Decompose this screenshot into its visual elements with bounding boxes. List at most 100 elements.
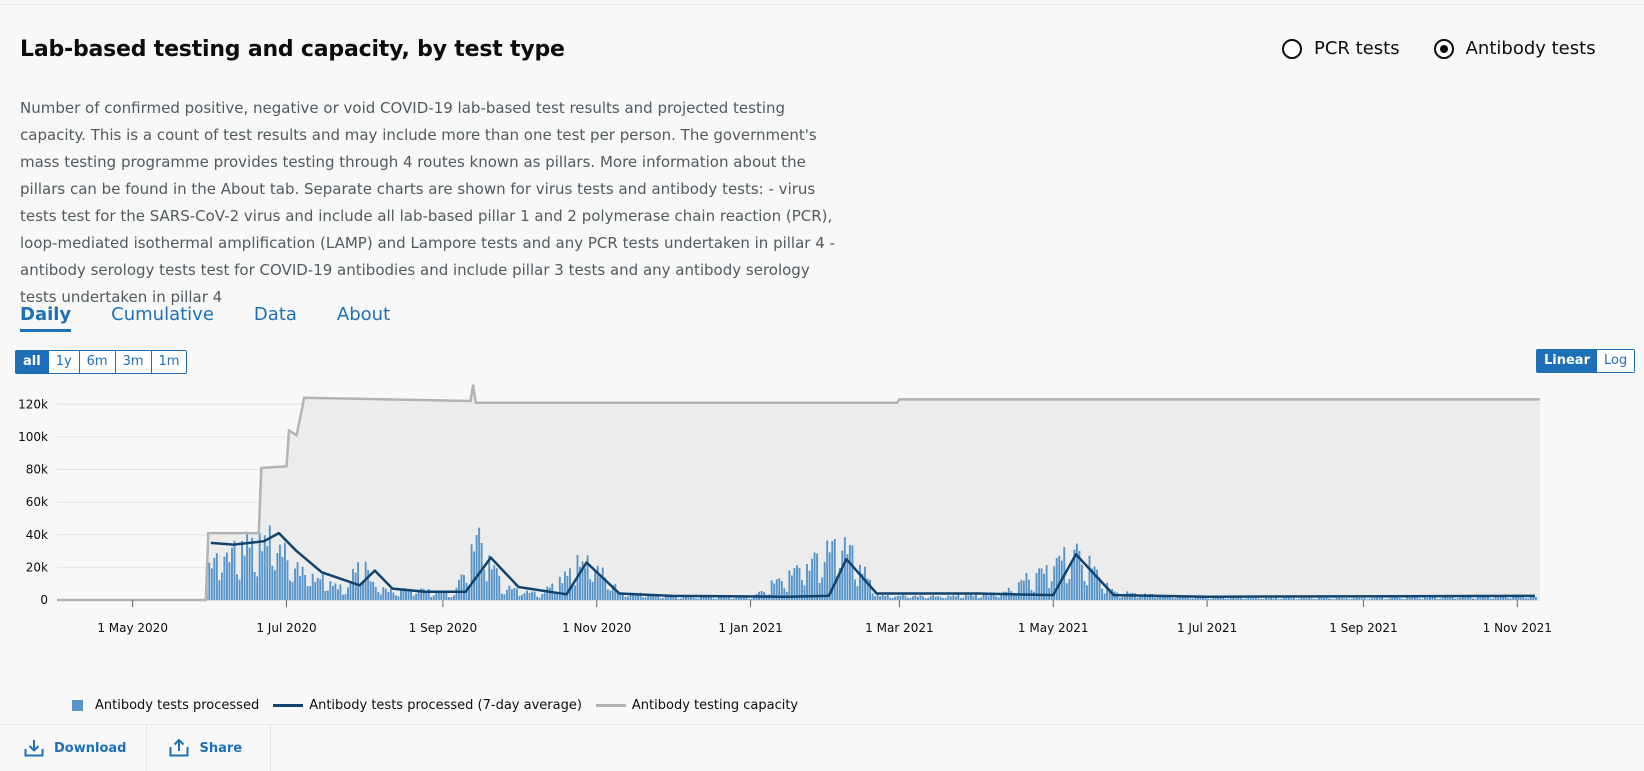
daily-bar — [732, 598, 735, 600]
daily-bar — [1313, 598, 1315, 600]
daily-bar — [1358, 597, 1361, 600]
share-button[interactable]: Share — [146, 725, 272, 771]
daily-bar — [493, 565, 496, 600]
daily-bar — [536, 596, 539, 600]
radio-pcr-tests[interactable]: PCR tests — [1282, 38, 1400, 59]
scale-linear-button[interactable]: Linear — [1537, 350, 1597, 372]
daily-bar — [594, 570, 597, 600]
daily-bar — [1459, 597, 1462, 600]
range-1m-button[interactable]: 1m — [150, 351, 187, 373]
radio-antibody-tests[interactable]: Antibody tests — [1433, 38, 1596, 59]
daily-bar — [1348, 599, 1351, 600]
tab-about[interactable]: About — [336, 304, 391, 325]
daily-bar — [1270, 597, 1273, 600]
daily-bar — [1229, 598, 1232, 600]
daily-bar — [571, 584, 574, 600]
daily-bar — [1499, 596, 1502, 600]
daily-bar — [1340, 598, 1343, 600]
daily-bar — [581, 561, 584, 600]
daily-bar — [1050, 581, 1053, 600]
daily-bar — [1012, 593, 1015, 600]
daily-bar — [677, 598, 680, 600]
daily-bar — [1207, 598, 1209, 600]
daily-bar — [891, 597, 894, 600]
legend-item-capacity[interactable]: Antibody testing capacity — [595, 698, 798, 713]
daily-bar — [780, 581, 783, 600]
daily-bar — [720, 596, 723, 600]
daily-bar — [649, 595, 652, 600]
daily-bar — [225, 552, 228, 600]
daily-bar — [253, 572, 256, 600]
x-tick-label: 1 Sep 2020 — [409, 621, 477, 635]
daily-bar — [795, 565, 798, 600]
range-3m-button[interactable]: 3m — [114, 351, 151, 373]
daily-bar — [823, 561, 826, 600]
daily-bar — [924, 598, 927, 600]
daily-bar — [347, 587, 349, 600]
tab-cumulative[interactable]: Cumulative — [111, 304, 214, 325]
daily-bar — [367, 570, 370, 600]
daily-bar — [1186, 596, 1189, 600]
tab-data[interactable]: Data — [253, 304, 297, 325]
daily-bar — [263, 535, 266, 600]
daily-bar — [1393, 597, 1396, 600]
daily-bar — [1244, 598, 1247, 600]
daily-bar — [871, 593, 874, 600]
daily-bar — [1509, 598, 1512, 600]
daily-bar — [919, 595, 922, 600]
daily-bar — [309, 586, 312, 600]
daily-bar — [561, 583, 564, 600]
daily-bar — [1376, 597, 1378, 600]
daily-bar — [1260, 599, 1262, 600]
daily-bar — [1497, 597, 1500, 600]
daily-bar — [1471, 598, 1474, 600]
time-range-selector: all 1y 6m 3m 1m — [15, 350, 188, 374]
daily-bar — [626, 596, 629, 600]
daily-bar — [1209, 598, 1212, 600]
scale-log-button[interactable]: Log — [1597, 350, 1635, 372]
daily-bar — [405, 588, 407, 600]
daily-bar — [268, 525, 271, 600]
daily-bar — [1307, 597, 1310, 600]
daily-bar — [233, 540, 236, 600]
daily-bar — [1360, 598, 1363, 600]
y-axis-labels: 0 20k 40k 60k 80k 100k 120k — [18, 397, 48, 607]
daily-bar — [982, 593, 985, 600]
daily-bar — [447, 597, 450, 600]
daily-bar — [929, 596, 932, 600]
tab-daily[interactable]: Daily — [20, 304, 72, 332]
daily-bar — [1474, 598, 1477, 600]
daily-bar — [725, 597, 728, 600]
range-all-button[interactable]: all — [16, 351, 48, 373]
daily-bar — [387, 591, 390, 600]
daily-bar — [1534, 596, 1537, 600]
legend-item-bars[interactable]: Antibody tests processed — [72, 698, 259, 713]
legend-swatch-average — [273, 704, 304, 707]
daily-bar — [639, 592, 642, 600]
daily-bar — [821, 577, 824, 600]
daily-bar — [589, 579, 592, 600]
range-6m-button[interactable]: 6m — [78, 351, 115, 373]
daily-bar — [601, 567, 604, 600]
daily-bar — [533, 591, 536, 600]
x-tick-label: 1 Jul 2021 — [1177, 621, 1237, 635]
daily-bar — [967, 595, 970, 600]
daily-bar — [402, 588, 405, 600]
daily-bar — [1423, 597, 1426, 600]
daily-bar — [1088, 555, 1091, 600]
daily-bar — [1265, 597, 1267, 600]
daily-bar — [468, 585, 470, 600]
download-button[interactable]: Download — [0, 725, 146, 771]
daily-bar — [311, 573, 314, 600]
daily-bar — [336, 589, 339, 600]
daily-bar — [1416, 597, 1419, 600]
daily-bar — [1058, 555, 1061, 600]
daily-bar — [662, 598, 665, 600]
daily-bar — [1426, 597, 1429, 600]
daily-bar — [1146, 594, 1149, 600]
daily-bar — [1272, 598, 1275, 600]
daily-bar — [1532, 596, 1535, 600]
range-1y-button[interactable]: 1y — [47, 351, 79, 373]
daily-bar — [215, 553, 218, 600]
legend-item-average[interactable]: Antibody tests processed (7-day average) — [273, 698, 582, 713]
